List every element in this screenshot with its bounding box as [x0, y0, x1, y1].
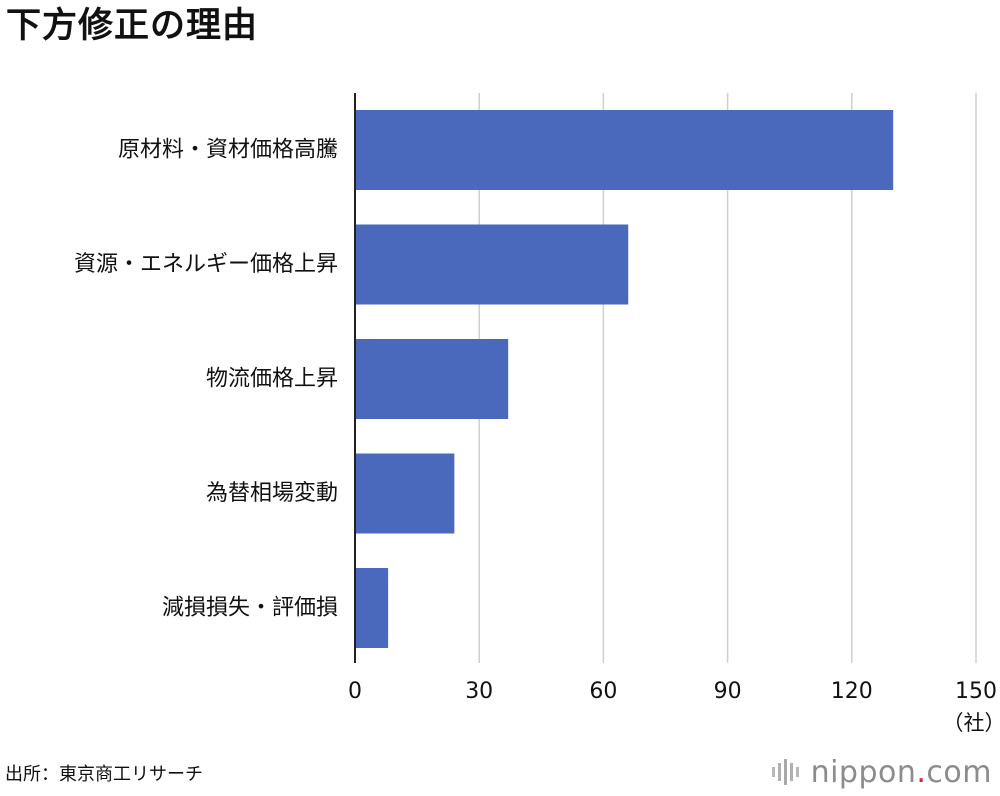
bar	[355, 339, 509, 419]
category-label: 原材料・資材価格高騰	[118, 138, 338, 163]
category-label: 物流価格上昇	[206, 367, 338, 392]
logo-dot: .	[916, 754, 927, 790]
unit-label: （社）	[943, 711, 1000, 735]
x-tick-label: 90	[714, 679, 742, 704]
x-tick-label: 0	[348, 679, 362, 704]
nippon-logo: nippon.com	[771, 752, 992, 792]
source-note: 出所：東京商工リサーチ	[5, 764, 203, 785]
bar	[355, 453, 455, 534]
x-tick-label: 150	[955, 679, 997, 704]
category-label: 減損損失・評価損	[162, 596, 338, 621]
logo-suffix: com	[926, 754, 992, 790]
bars	[355, 110, 894, 648]
labels: 原材料・資材価格高騰資源・エネルギー価格上昇物流価格上昇為替相場変動減損損失・評…	[74, 138, 1000, 736]
x-tick-label: 120	[831, 679, 873, 704]
category-label: 為替相場変動	[206, 481, 338, 506]
logo-name: nippon	[810, 754, 917, 790]
page-title: 下方修正の理由	[6, 6, 259, 46]
bar	[355, 224, 629, 305]
bar	[355, 110, 894, 190]
bar	[355, 568, 389, 648]
x-tick-label: 60	[589, 679, 617, 704]
x-tick-label: 30	[465, 679, 493, 704]
logo-text: nippon.com	[811, 755, 992, 790]
sound-wave-bars-icon	[771, 759, 799, 785]
category-label: 資源・エネルギー価格上昇	[74, 252, 338, 277]
